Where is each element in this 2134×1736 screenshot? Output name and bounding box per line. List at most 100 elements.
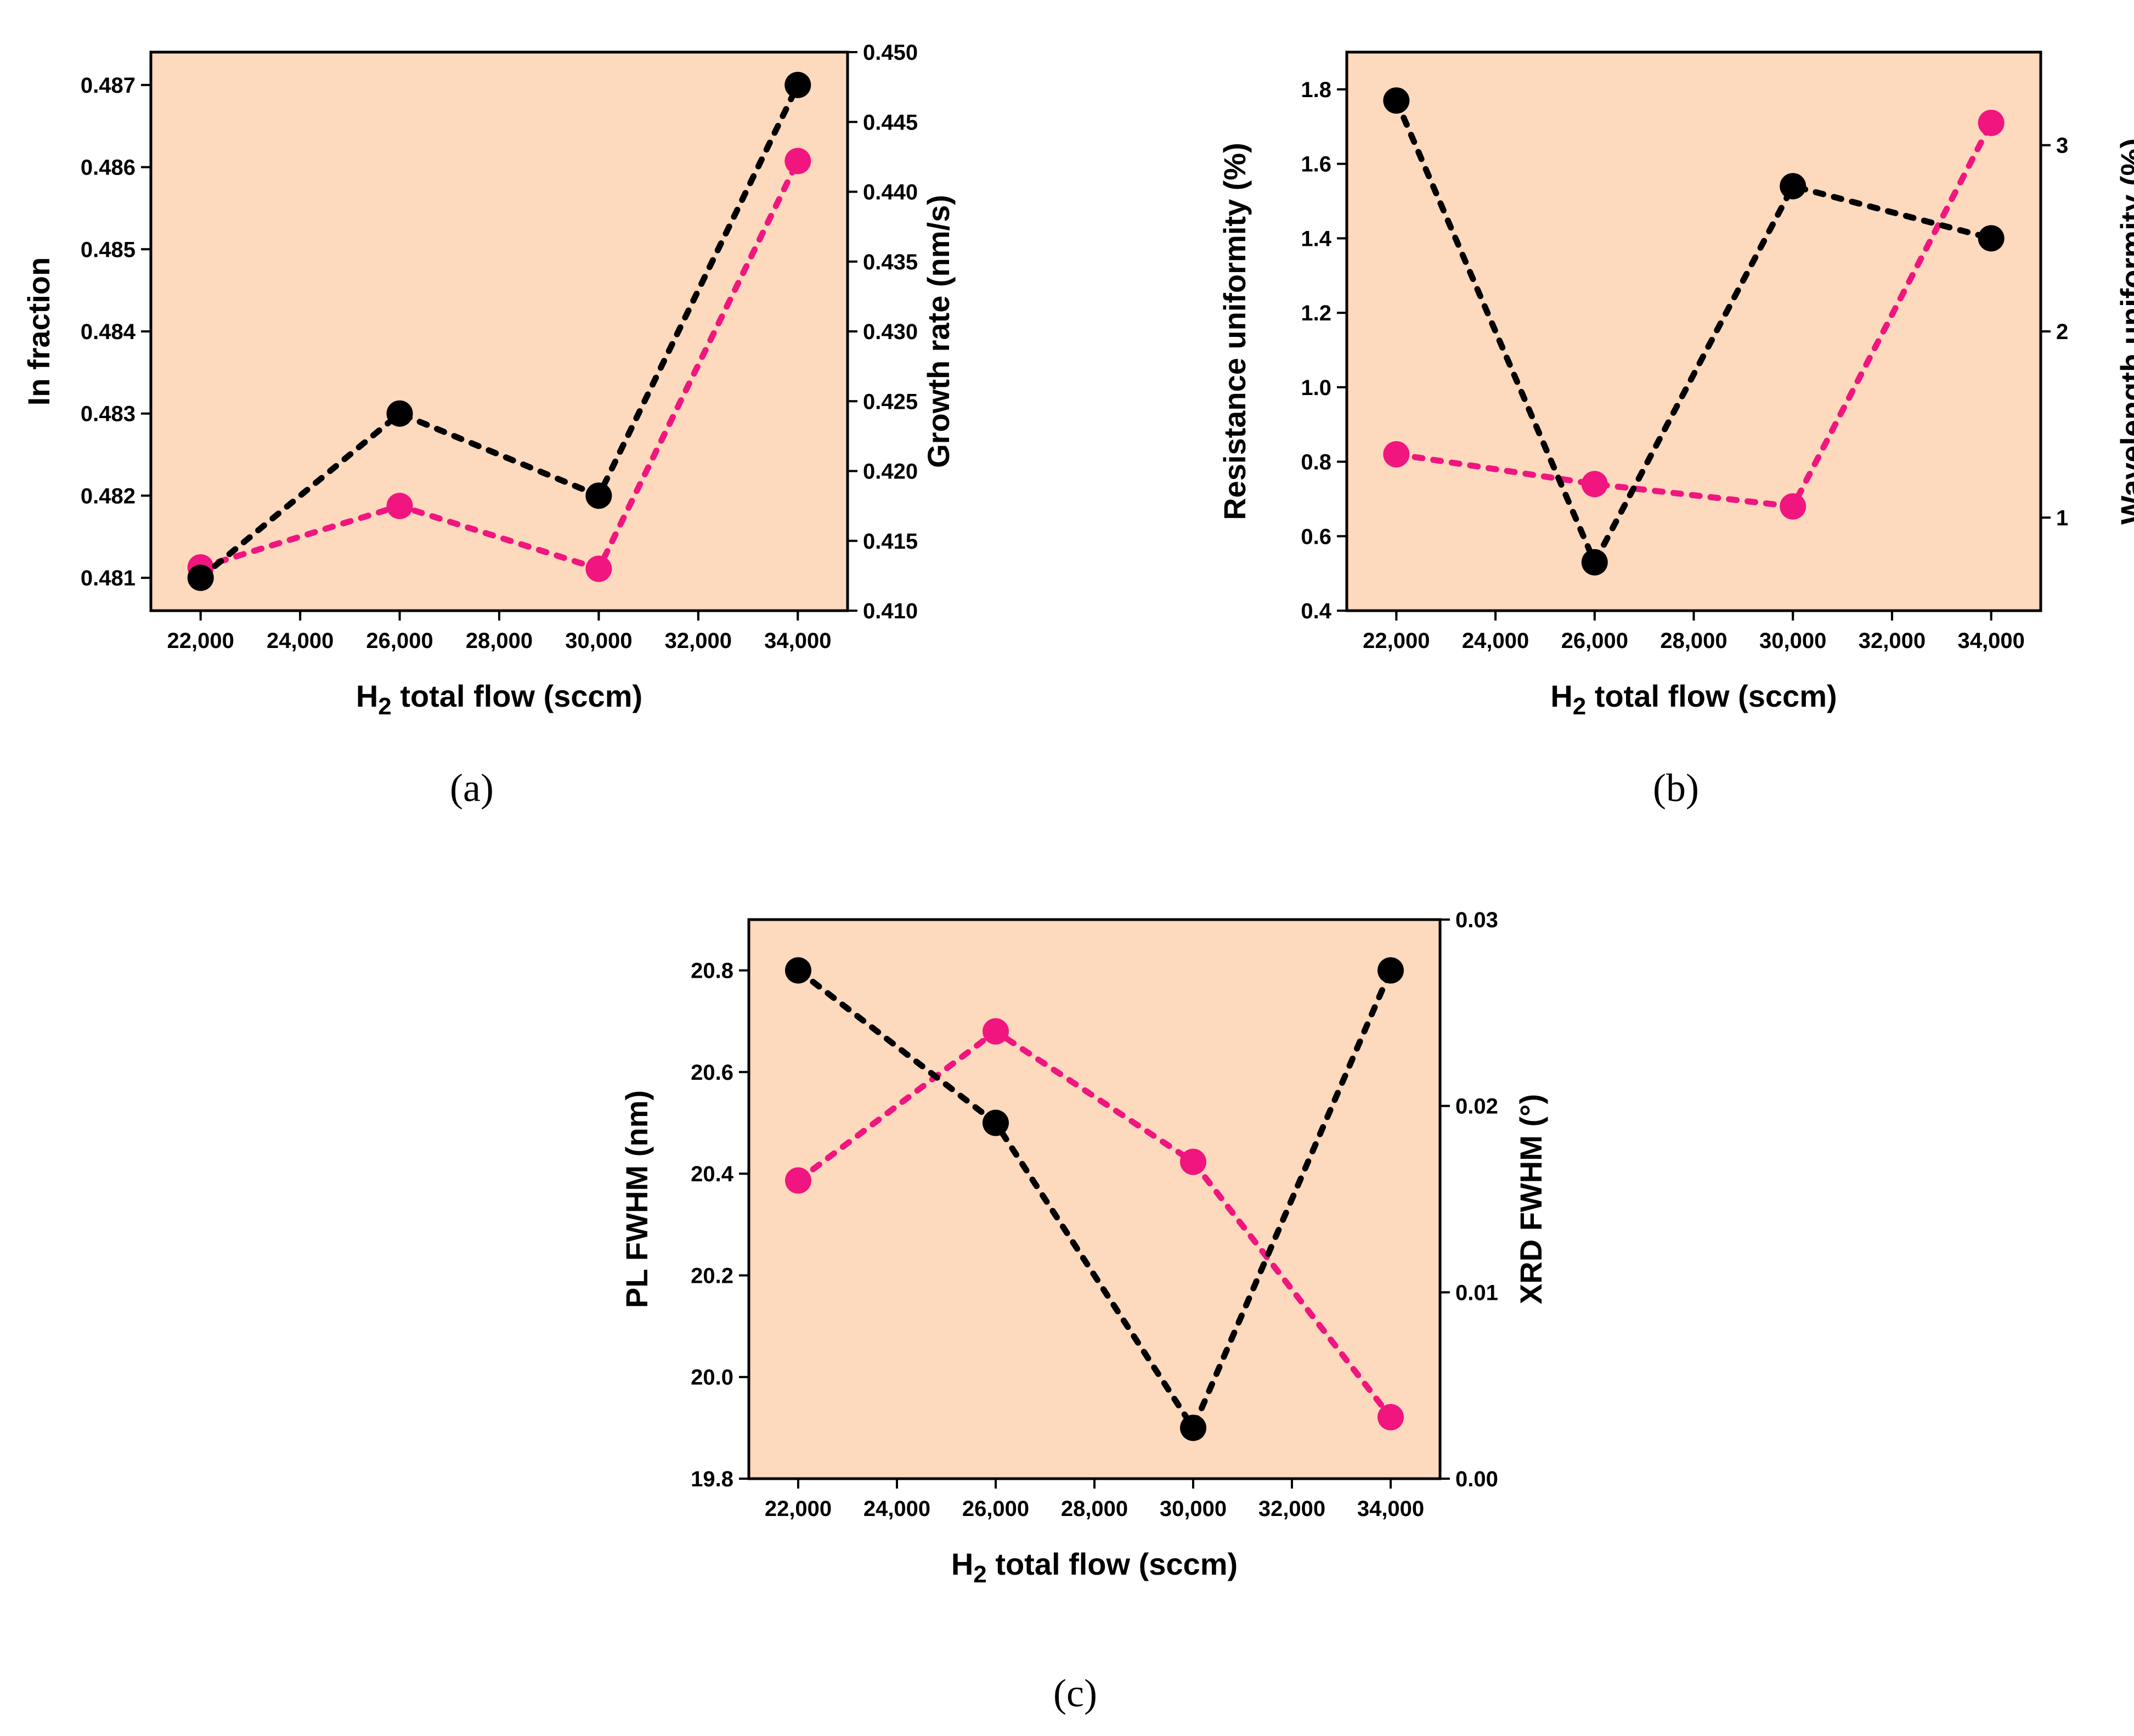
x-axis-label-sub: 2 <box>378 693 391 720</box>
x-tick-label: 34,000 <box>1357 1497 1424 1521</box>
series-line-resistance-uniformity <box>1393 97 1995 570</box>
data-point-growth-rate <box>386 493 413 520</box>
y-right-tick-label: 3 <box>2056 134 2068 158</box>
y-left-tick-label: 0.481 <box>81 566 136 590</box>
y-left-tick-label: 1.6 <box>1301 153 1331 177</box>
y-right-tick-label: 0.420 <box>863 460 918 484</box>
panel-label: (a) <box>450 766 494 810</box>
y-left-tick-label: 19.8 <box>691 1467 733 1491</box>
y-left-axis-label: In fraction <box>21 257 56 406</box>
x-tick-label: 22,000 <box>167 629 234 653</box>
x-tick-label: 30,000 <box>1160 1497 1227 1521</box>
y-left-tick-label: 20.8 <box>691 959 733 983</box>
data-point-growth-rate <box>585 555 612 582</box>
x-axis-label-main: H <box>1550 679 1572 713</box>
y-left-tick-label: 0.486 <box>81 156 136 180</box>
plot-area <box>1345 50 2042 612</box>
data-point-resistance-uniformity <box>1780 173 1806 200</box>
y-left-tick-label: 20.2 <box>691 1264 733 1288</box>
y-right-tick-label: 0.445 <box>863 110 918 134</box>
series-line-growth-rate <box>197 158 801 573</box>
data-point-wavelength-uniformity <box>1780 493 1806 520</box>
y-left-tick-label: 1.4 <box>1301 227 1331 251</box>
series-line-wavelength-uniformity <box>1393 120 1995 510</box>
x-tick-label: 28,000 <box>1061 1497 1128 1521</box>
x-axis-label: H2 total flow (sccm) <box>1550 679 1837 720</box>
y-left-tick-label: 1.8 <box>1301 78 1331 102</box>
x-tick-label: 34,000 <box>1957 629 2024 653</box>
data-point-xrd-fwhm <box>983 1018 1009 1045</box>
data-point-in-fraction <box>187 565 214 591</box>
y-right-axis-label: Wavelength uniformity (%) <box>2114 138 2134 525</box>
y-right-tick-label: 0.410 <box>863 599 918 623</box>
chart-panel-3: 22,000 24,000 26,000 28,000 30,000 32,000 34,0… <box>619 908 1548 1715</box>
x-tick-label: 22,000 <box>765 1497 832 1521</box>
y-right-axis-label: XRD FWHM (°) <box>1514 1094 1548 1304</box>
x-tick-label: 24,000 <box>863 1497 930 1521</box>
x-tick-label: 32,000 <box>665 629 732 653</box>
y-left-axis-label: PL FWHM (nm) <box>619 1090 654 1308</box>
series-line-in-fraction <box>197 82 801 581</box>
x-tick-label: 26,000 <box>962 1497 1029 1521</box>
y-left-tick-label: 0.487 <box>81 74 136 98</box>
y-right-tick-label: 0.415 <box>863 529 918 554</box>
x-tick-label: 26,000 <box>366 629 433 653</box>
plot-area <box>149 50 849 612</box>
y-right-tick-label: 0.440 <box>863 181 918 205</box>
panel-label: (c) <box>1053 1671 1097 1715</box>
x-axis-label-main: H <box>951 1547 973 1581</box>
data-point-resistance-uniformity <box>1383 87 1410 114</box>
x-axis-label-rest: total flow (sccm) <box>1586 679 1837 713</box>
y-left-tick-label: 0.482 <box>81 484 136 508</box>
y-right-tick-label: 2 <box>2056 320 2068 344</box>
x-tick-label: 28,000 <box>1660 629 1727 653</box>
chart-panel-2: 22,000 24,000 26,000 28,000 30,000 32,000 34,0… <box>1217 50 2134 810</box>
plot-area <box>747 918 1442 1480</box>
data-point-xrd-fwhm <box>1180 1148 1206 1175</box>
y-right-tick-label: 1 <box>2056 506 2068 530</box>
chart-panel-1: 22,000 24,000 26,000 28,000 30,000 32,000 34,0… <box>21 41 956 810</box>
y-right-tick-label: 0.430 <box>863 320 918 344</box>
y-right-axis-label: Growth rate (nm/s) <box>921 195 956 468</box>
y-right-tick-label: 0.00 <box>1455 1467 1498 1491</box>
data-point-resistance-uniformity <box>1581 549 1608 576</box>
x-axis-label: H2 total flow (sccm) <box>356 679 642 720</box>
data-point-wavelength-uniformity <box>1581 471 1608 498</box>
x-tick-label: 26,000 <box>1561 629 1628 653</box>
data-point-pl-fwhm <box>983 1109 1009 1136</box>
y-right-tick-label: 0.425 <box>863 390 918 414</box>
data-point-in-fraction <box>386 400 413 427</box>
series-line-pl-fwhm <box>795 967 1394 1434</box>
y-left-axis-label: Resistance uniformity (%) <box>1217 143 1252 520</box>
data-point-resistance-uniformity <box>1978 225 2005 252</box>
x-tick-label: 32,000 <box>1258 1497 1325 1521</box>
y-left-tick-label: 0.6 <box>1301 525 1331 549</box>
x-axis-label-rest: total flow (sccm) <box>392 679 642 713</box>
y-right-tick-label: 0.435 <box>863 250 918 274</box>
y-left-tick-label: 0.485 <box>81 238 136 262</box>
y-left-tick-label: 0.8 <box>1301 450 1331 475</box>
y-left-tick-label: 0.4 <box>1301 599 1331 623</box>
x-tick-label: 34,000 <box>764 629 831 653</box>
x-tick-label: 22,000 <box>1363 629 1430 653</box>
y-left-tick-label: 20.6 <box>691 1061 733 1085</box>
data-point-pl-fwhm <box>1377 957 1404 984</box>
y-right-tick-label: 0.02 <box>1455 1095 1498 1119</box>
data-point-wavelength-uniformity <box>1978 109 2005 136</box>
panel-label: (b) <box>1653 766 1699 810</box>
x-tick-label: 32,000 <box>1859 629 1926 653</box>
x-axis-label-main: H <box>356 679 378 713</box>
data-point-in-fraction <box>585 482 612 509</box>
y-right-tick-label: 0.450 <box>863 41 918 65</box>
y-left-tick-label: 20.0 <box>691 1366 733 1390</box>
data-point-wavelength-uniformity <box>1383 441 1410 467</box>
y-left-tick-label: 1.2 <box>1301 301 1331 325</box>
y-right-tick-label: 0.01 <box>1455 1281 1498 1305</box>
x-axis-label-sub: 2 <box>1573 693 1586 720</box>
x-tick-label: 30,000 <box>1759 629 1826 653</box>
y-right-tick-label: 0.03 <box>1455 908 1498 932</box>
y-left-tick-label: 20.4 <box>691 1162 734 1186</box>
data-point-growth-rate <box>784 148 811 174</box>
data-point-xrd-fwhm <box>1377 1404 1404 1430</box>
